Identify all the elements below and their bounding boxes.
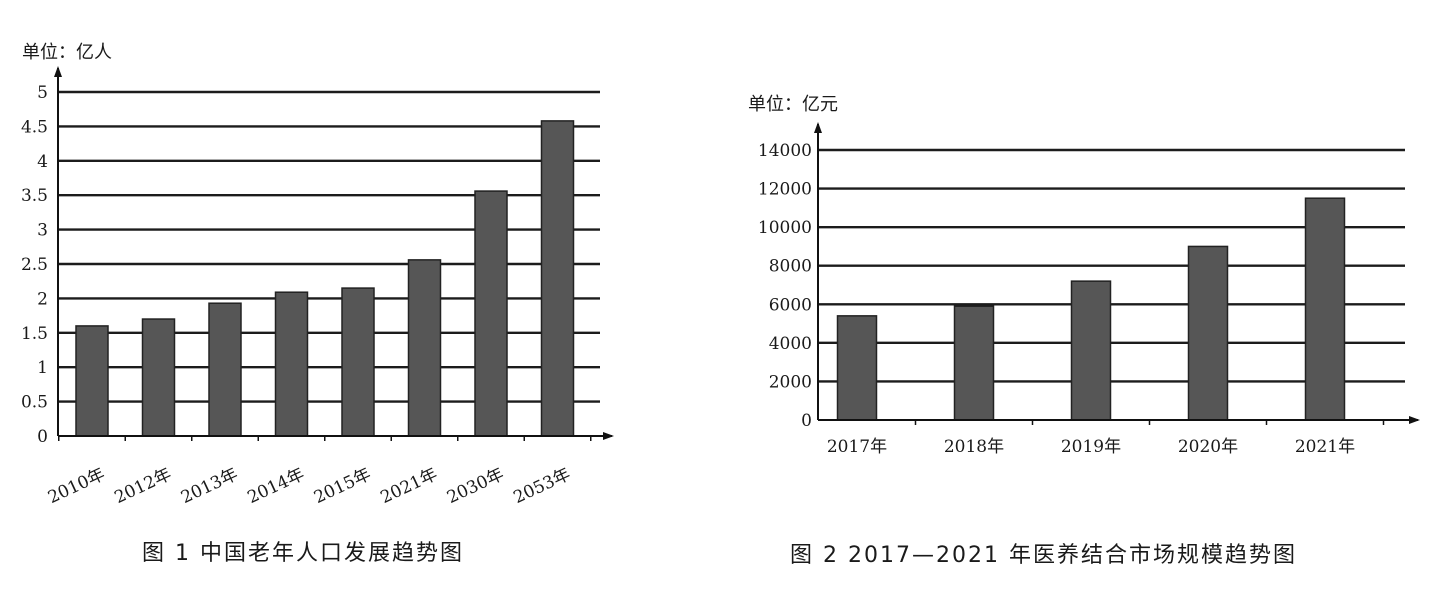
x-tick-label: 2020年 bbox=[1178, 437, 1238, 457]
x-tick-label: 2013年 bbox=[178, 464, 241, 508]
chart1-y-ticks: 0 0.5 1 1.5 2 2.5 3 3.5 4 4.5 5 bbox=[21, 83, 48, 447]
x-tick-label: 2021年 bbox=[1295, 437, 1355, 457]
chart1-caption: 图 1 中国老年人口发展趋势图 bbox=[142, 541, 464, 566]
x-tick-label: 2021年 bbox=[378, 464, 441, 508]
chart2-axes bbox=[814, 122, 1420, 425]
chart2-unit-label: 单位：亿元 bbox=[748, 94, 838, 115]
y-tick-label: 0.5 bbox=[21, 393, 48, 413]
y-tick-label: 10000 bbox=[758, 218, 812, 238]
chart2-x-ticks: 2017年 2018年 2019年 2020年 2021年 bbox=[827, 437, 1355, 457]
chart2-y-ticks: 0 2000 4000 6000 8000 10000 12000 14000 bbox=[758, 141, 812, 431]
bar-2030年 bbox=[474, 190, 508, 437]
x-axis-arrow-icon bbox=[603, 432, 614, 440]
y-tick-label: 3.5 bbox=[21, 186, 48, 206]
x-tick-label: 2010年 bbox=[45, 464, 108, 508]
chart2-caption: 图 2 2017—2021 年医养结合市场规模趋势图 bbox=[790, 543, 1297, 568]
x-tick-label: 2017年 bbox=[827, 437, 887, 457]
bar-2017年 bbox=[836, 315, 878, 421]
elderly-care-market-chart: 单位：亿元 0 2000 4000 6000 8000 10000 12000 14000 2… bbox=[748, 94, 1420, 568]
x-tick-label: 2014年 bbox=[245, 464, 308, 508]
y-tick-label: 4000 bbox=[769, 334, 812, 354]
x-axis-arrow-icon bbox=[1409, 416, 1420, 424]
y-tick-label: 8000 bbox=[769, 257, 812, 277]
y-tick-label: 0 bbox=[37, 427, 48, 447]
x-tick-label: 2030年 bbox=[444, 464, 507, 508]
y-tick-label: 1 bbox=[37, 358, 48, 378]
y-tick-label: 2.5 bbox=[21, 255, 48, 275]
bar-2021年 bbox=[407, 259, 442, 437]
bar-2010年 bbox=[75, 325, 109, 437]
y-tick-label: 6000 bbox=[769, 295, 812, 315]
y-axis-arrow-icon bbox=[54, 66, 62, 77]
bar-2013年 bbox=[208, 302, 242, 437]
bar-2021年 bbox=[1304, 197, 1346, 421]
bar-2015年 bbox=[341, 287, 375, 437]
chart1-axes bbox=[54, 66, 614, 441]
bar-2018年 bbox=[953, 305, 995, 421]
chart1-gridlines bbox=[58, 90, 600, 403]
x-tick-label: 2018年 bbox=[944, 437, 1004, 457]
x-tick-label: 2012年 bbox=[112, 464, 175, 508]
x-tick-label: 2015年 bbox=[311, 464, 374, 508]
y-tick-label: 12000 bbox=[758, 180, 812, 200]
elderly-population-chart: 单位：亿人 00.511.522.533.544.55 2010年 2012年 20… bbox=[21, 42, 614, 566]
y-tick-label: 4.5 bbox=[21, 117, 48, 137]
chart2-bars bbox=[836, 197, 1346, 421]
bar-2012年 bbox=[141, 318, 176, 437]
y-tick-label: 3 bbox=[37, 221, 48, 241]
chart1-unit-label: 单位：亿人 bbox=[22, 42, 112, 63]
bar-2014年 bbox=[274, 291, 309, 437]
y-axis-arrow-icon bbox=[814, 122, 822, 133]
y-tick-label: 2 bbox=[37, 289, 48, 309]
x-tick-label: 2019年 bbox=[1061, 437, 1121, 457]
chart1-x-ticks: 2010年 2012年 2013年 2014年 2015年 2021年 2030年 2053年 bbox=[45, 464, 574, 508]
y-tick-label: 4 bbox=[37, 152, 48, 172]
y-tick-label: 0 bbox=[801, 411, 812, 431]
y-tick-label: 14000 bbox=[758, 141, 812, 161]
y-tick-label: 2000 bbox=[769, 372, 812, 392]
y-tick-label: 5 bbox=[37, 83, 48, 103]
chart1-bars bbox=[75, 120, 575, 437]
x-tick-label: 2053年 bbox=[511, 464, 574, 508]
y-tick-label: 1.5 bbox=[21, 324, 48, 344]
bar-2020年 bbox=[1187, 245, 1229, 421]
bar-2053年 bbox=[540, 120, 575, 437]
bar-2019年 bbox=[1070, 280, 1112, 421]
